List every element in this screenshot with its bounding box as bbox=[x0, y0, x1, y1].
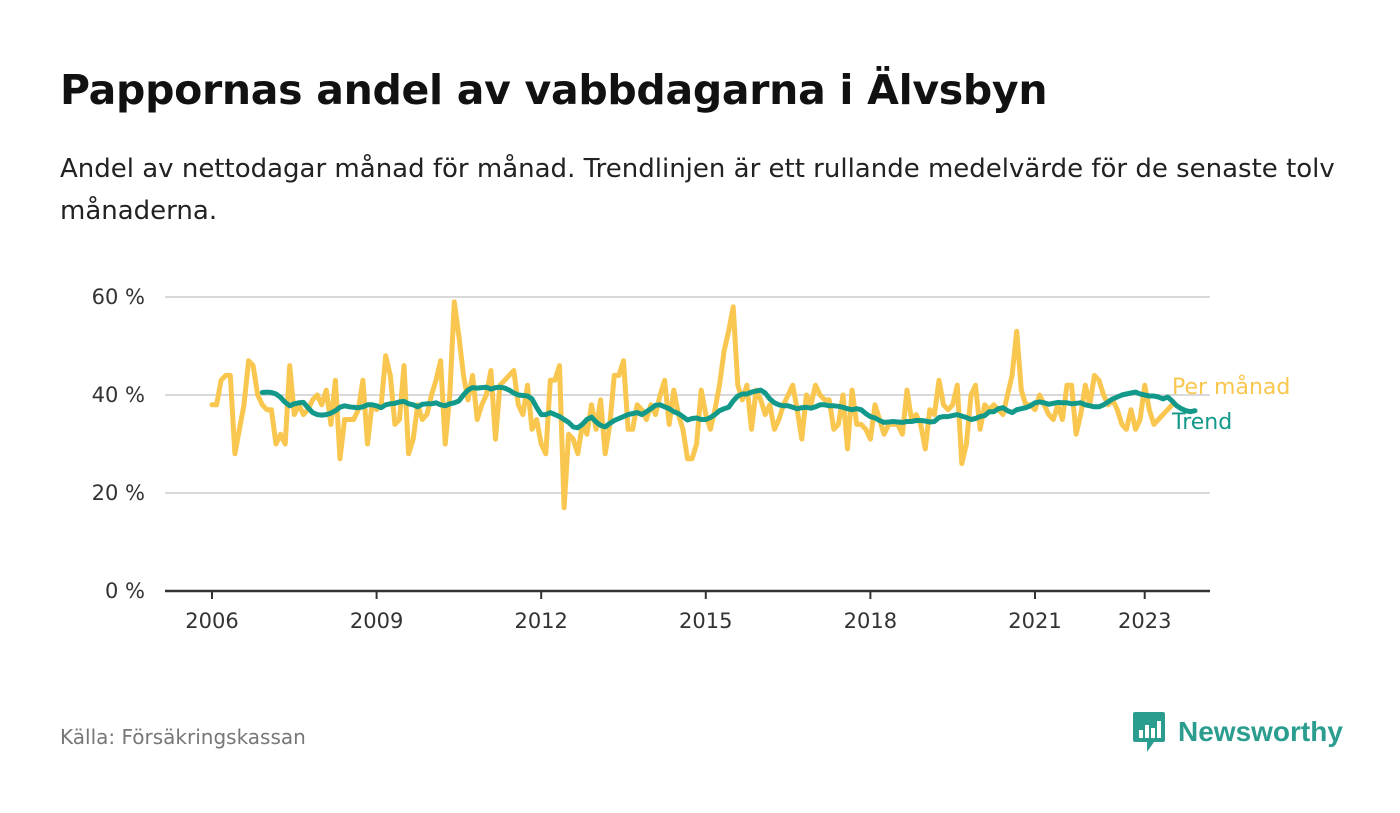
series-label-trend: Trend bbox=[1171, 410, 1232, 435]
grid-lines bbox=[165, 296, 1210, 494]
y-tick-label: 40 % bbox=[92, 383, 145, 407]
series-label-per-manad: Per månad bbox=[1172, 374, 1290, 400]
brand-logo: Newsworthy bbox=[1132, 710, 1343, 754]
chart-subtitle: Andel av nettodagar månad för månad. Tre… bbox=[60, 154, 1335, 226]
x-tick-label: 2015 bbox=[679, 609, 732, 633]
series-line-trend bbox=[259, 384, 1198, 431]
bar-chart-speech-bubble-icon bbox=[1133, 712, 1165, 752]
x-tick-label: 2018 bbox=[844, 609, 897, 633]
series-lines bbox=[209, 299, 1198, 511]
y-tick-label: 20 % bbox=[92, 481, 145, 505]
x-tick-label: 2012 bbox=[514, 609, 567, 633]
chart-title: Pappornas andel av vabbdagarna i Älvsbyn bbox=[60, 66, 1048, 114]
x-tick-label: 2006 bbox=[185, 609, 238, 633]
x-tick-label: 2023 bbox=[1118, 609, 1171, 633]
x-tick-label: 2009 bbox=[350, 609, 403, 633]
x-tick-label: 2021 bbox=[1008, 609, 1061, 633]
brand-name: Newsworthy bbox=[1178, 716, 1343, 747]
source-note: Källa: Försäkringskassan bbox=[60, 725, 306, 749]
line-chart: 0 % 20 % 40 % 60 % 2006 2009 2012 2015 2018 2021… bbox=[92, 285, 1291, 633]
y-tick-label: 60 % bbox=[92, 285, 145, 309]
y-tick-label: 0 % bbox=[105, 579, 145, 603]
series-labels: Per månad Trend bbox=[1171, 374, 1290, 435]
y-axis-ticks: 0 % 20 % 40 % 60 % bbox=[92, 285, 145, 603]
x-axis-ticks: 2006 2009 2012 2015 2018 2021 2023 bbox=[165, 589, 1210, 633]
